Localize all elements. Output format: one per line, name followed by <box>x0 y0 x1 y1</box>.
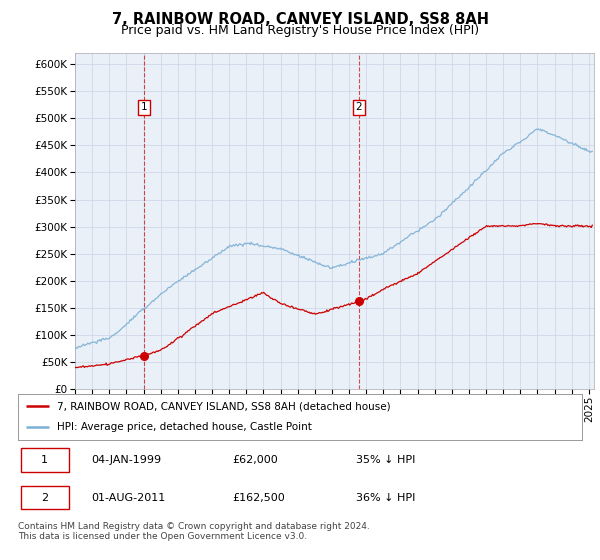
Text: £62,000: £62,000 <box>232 455 278 465</box>
Text: 1: 1 <box>41 455 48 465</box>
Text: 04-JAN-1999: 04-JAN-1999 <box>91 455 161 465</box>
Text: 01-AUG-2011: 01-AUG-2011 <box>91 493 166 502</box>
Text: Price paid vs. HM Land Registry's House Price Index (HPI): Price paid vs. HM Land Registry's House … <box>121 24 479 36</box>
Text: 36% ↓ HPI: 36% ↓ HPI <box>356 493 416 502</box>
Text: 7, RAINBOW ROAD, CANVEY ISLAND, SS8 8AH (detached house): 7, RAINBOW ROAD, CANVEY ISLAND, SS8 8AH … <box>58 401 391 411</box>
Text: 35% ↓ HPI: 35% ↓ HPI <box>356 455 416 465</box>
Text: Contains HM Land Registry data © Crown copyright and database right 2024.
This d: Contains HM Land Registry data © Crown c… <box>18 522 370 542</box>
Text: £162,500: £162,500 <box>232 493 285 502</box>
Text: 2: 2 <box>356 102 362 113</box>
Text: 7, RAINBOW ROAD, CANVEY ISLAND, SS8 8AH: 7, RAINBOW ROAD, CANVEY ISLAND, SS8 8AH <box>112 12 488 27</box>
Text: 1: 1 <box>140 102 147 113</box>
Text: HPI: Average price, detached house, Castle Point: HPI: Average price, detached house, Cast… <box>58 422 313 432</box>
Text: 2: 2 <box>41 493 49 502</box>
FancyBboxPatch shape <box>21 448 69 472</box>
FancyBboxPatch shape <box>21 486 69 509</box>
